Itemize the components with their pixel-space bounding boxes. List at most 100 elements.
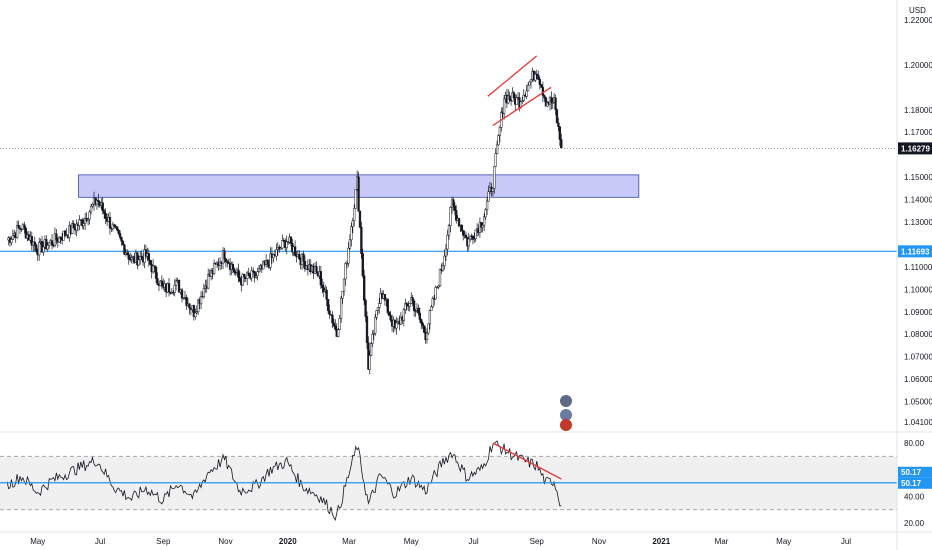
candle[interactable] xyxy=(446,234,449,250)
candle[interactable] xyxy=(555,109,559,124)
candle[interactable] xyxy=(491,188,495,192)
candle[interactable] xyxy=(35,244,38,252)
candle[interactable] xyxy=(195,311,198,314)
candle[interactable] xyxy=(347,248,350,264)
candle[interactable] xyxy=(457,218,461,227)
candle[interactable] xyxy=(89,205,93,213)
candle[interactable] xyxy=(467,238,470,247)
candle[interactable] xyxy=(50,240,54,246)
candle[interactable] xyxy=(447,225,451,236)
candle[interactable] xyxy=(167,283,171,293)
candle[interactable] xyxy=(227,262,230,264)
candle[interactable] xyxy=(351,220,354,227)
candle[interactable] xyxy=(364,299,367,317)
candle[interactable] xyxy=(538,79,541,85)
candle[interactable] xyxy=(223,250,226,260)
candle[interactable] xyxy=(71,223,74,234)
candle[interactable] xyxy=(434,287,437,300)
candle[interactable] xyxy=(144,249,148,257)
candle[interactable] xyxy=(481,225,484,228)
candle[interactable] xyxy=(243,273,246,278)
candle[interactable] xyxy=(256,271,259,277)
candle[interactable] xyxy=(152,265,155,273)
candle[interactable] xyxy=(493,166,496,189)
candle[interactable] xyxy=(482,216,486,226)
candle[interactable] xyxy=(59,236,62,240)
candle[interactable] xyxy=(293,246,297,256)
candle[interactable] xyxy=(199,295,203,305)
candle[interactable] xyxy=(55,233,58,241)
candle[interactable] xyxy=(430,306,433,311)
candle[interactable] xyxy=(361,253,364,276)
candle[interactable] xyxy=(484,209,487,218)
candle[interactable] xyxy=(129,258,132,261)
candle[interactable] xyxy=(130,257,133,260)
candle[interactable] xyxy=(449,207,452,226)
candle[interactable] xyxy=(147,253,150,261)
candle[interactable] xyxy=(24,228,28,239)
candle[interactable] xyxy=(497,135,500,146)
candle[interactable] xyxy=(341,290,344,299)
candle[interactable] xyxy=(378,303,381,308)
candle[interactable] xyxy=(137,259,140,266)
candle[interactable] xyxy=(444,248,448,257)
candle[interactable] xyxy=(120,237,123,242)
candle[interactable] xyxy=(405,303,408,306)
candle[interactable] xyxy=(469,235,472,240)
rsi-trendline[interactable] xyxy=(492,442,562,480)
candle[interactable] xyxy=(42,246,45,253)
candle[interactable] xyxy=(460,224,463,232)
candle[interactable] xyxy=(422,325,426,333)
candle[interactable] xyxy=(345,262,349,265)
candle[interactable] xyxy=(399,316,403,325)
candle[interactable] xyxy=(368,355,371,370)
candle[interactable] xyxy=(435,286,439,289)
candle[interactable] xyxy=(374,316,377,334)
candle[interactable] xyxy=(395,322,398,329)
candle[interactable] xyxy=(386,298,389,313)
candle[interactable] xyxy=(371,333,374,344)
candle[interactable] xyxy=(365,316,369,343)
event-icon[interactable] xyxy=(560,395,572,407)
candle[interactable] xyxy=(252,270,255,272)
candle[interactable] xyxy=(78,219,81,226)
candle[interactable] xyxy=(344,263,347,280)
candle[interactable] xyxy=(535,73,538,76)
candle[interactable] xyxy=(474,229,477,239)
candle[interactable] xyxy=(537,74,540,80)
candle[interactable] xyxy=(363,275,366,301)
candle[interactable] xyxy=(462,230,465,236)
candle[interactable] xyxy=(421,322,424,326)
candle[interactable] xyxy=(325,289,328,300)
candle[interactable] xyxy=(156,278,159,285)
candle[interactable] xyxy=(502,98,506,114)
candle[interactable] xyxy=(113,224,116,227)
candle[interactable] xyxy=(188,303,191,309)
candle[interactable] xyxy=(127,254,130,260)
candle[interactable] xyxy=(118,233,122,238)
candle[interactable] xyxy=(328,310,331,315)
candle[interactable] xyxy=(528,81,531,86)
flag-icon[interactable] xyxy=(560,419,572,431)
candle[interactable] xyxy=(160,280,163,285)
candle[interactable] xyxy=(262,261,265,270)
candle[interactable] xyxy=(233,268,236,273)
candle[interactable] xyxy=(540,84,543,88)
rsi-pane[interactable]: 80.00 40.00 20.00 50.17 50.17 xyxy=(0,431,932,528)
candle[interactable] xyxy=(75,223,78,231)
candle[interactable] xyxy=(326,299,330,311)
candle[interactable] xyxy=(117,229,120,234)
candle[interactable] xyxy=(266,260,269,265)
time-axis[interactable]: May Jul Sep Nov 2020 Mar May Jul Sep Nov 2021 Mar Ma… xyxy=(0,531,932,546)
candle[interactable] xyxy=(455,210,458,221)
candle[interactable] xyxy=(357,176,360,212)
candle[interactable] xyxy=(23,224,26,229)
candle[interactable] xyxy=(136,252,139,266)
candle[interactable] xyxy=(140,256,143,259)
candle[interactable] xyxy=(302,253,305,262)
candle[interactable] xyxy=(498,127,502,136)
candle[interactable] xyxy=(238,277,241,282)
candle[interactable] xyxy=(375,310,378,318)
candle[interactable] xyxy=(412,300,416,311)
